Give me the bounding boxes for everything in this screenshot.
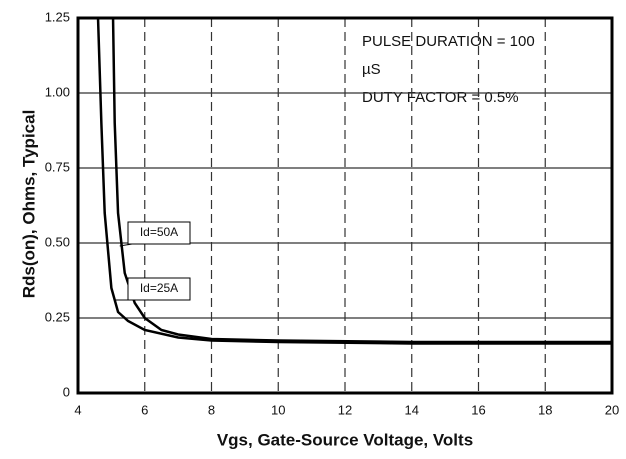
x-tick-label: 20 xyxy=(605,402,619,417)
annotation: PULSE DURATION = 100 xyxy=(362,33,535,50)
y-axis-label: Rds(on), Ohms, Typical xyxy=(19,110,38,299)
line xyxy=(96,17,612,345)
x-tick-label: 10 xyxy=(271,402,285,417)
legend-label: Id=25A xyxy=(140,281,178,295)
x-tick-label: 18 xyxy=(538,402,552,417)
x-tick-label: 8 xyxy=(208,402,215,417)
y-tick-label: 1.00 xyxy=(45,84,70,99)
y-tick-label: 1.25 xyxy=(45,9,70,24)
annotation: DUTY FACTOR = 0.5% xyxy=(362,89,519,106)
x-axis-label: Vgs, Gate-Source Voltage, Volts xyxy=(217,430,473,449)
y-tick-label: 0.50 xyxy=(45,234,70,249)
x-tick-label: 4 xyxy=(74,402,81,417)
legend-box xyxy=(127,221,191,245)
y-tick-label: 0.75 xyxy=(45,159,70,174)
x-tick-label: 14 xyxy=(405,402,419,417)
line xyxy=(111,17,612,344)
annotation: µS xyxy=(362,61,381,78)
x-tick-label: 16 xyxy=(471,402,485,417)
y-tick-label: 0.25 xyxy=(45,309,70,324)
x-tick-label: 6 xyxy=(141,402,148,417)
legend-label: Id=50A xyxy=(140,225,178,239)
legend-box xyxy=(127,277,191,301)
plot-frame xyxy=(76,16,614,395)
y-tick-label: 0 xyxy=(63,384,70,399)
x-tick-label: 12 xyxy=(338,402,352,417)
